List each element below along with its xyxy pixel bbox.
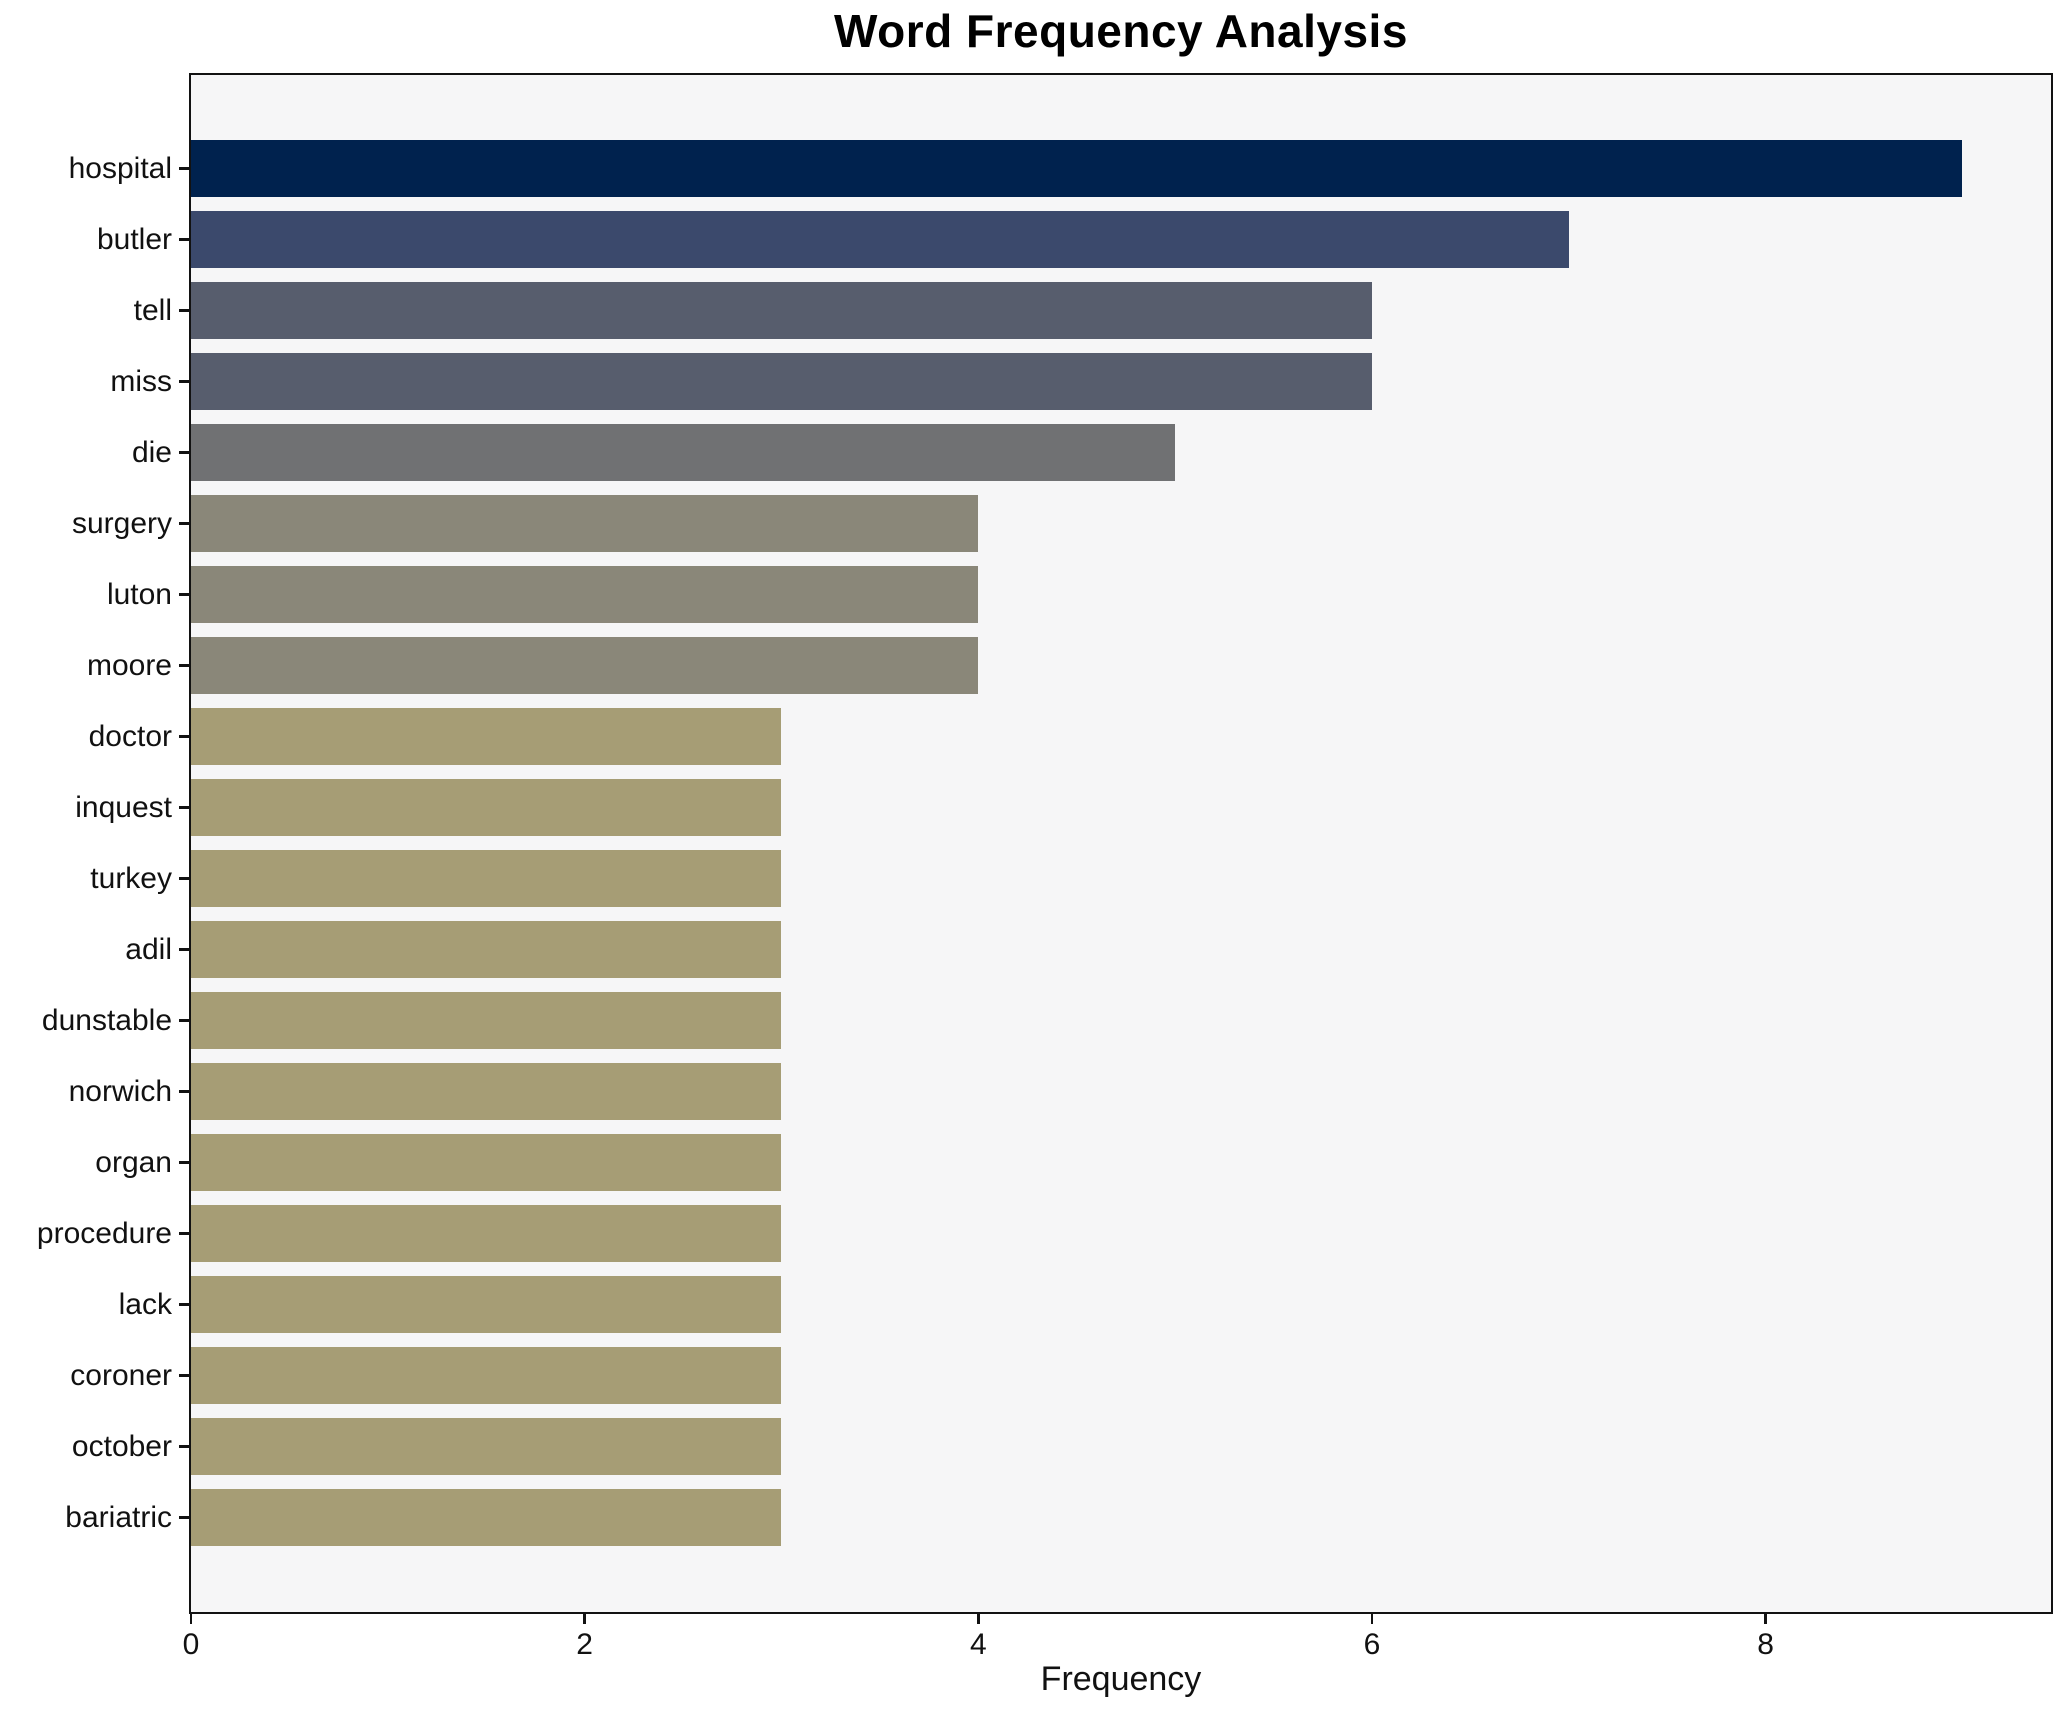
y-tick-mark bbox=[179, 167, 191, 170]
bar-butler bbox=[191, 211, 1569, 268]
y-tick-label-butler: butler bbox=[96, 222, 172, 256]
y-tick-label-dunstable: dunstable bbox=[41, 1003, 172, 1037]
y-tick-label-tell: tell bbox=[133, 293, 172, 327]
y-tick-label-bariatric: bariatric bbox=[65, 1500, 172, 1534]
y-tick-mark bbox=[179, 451, 191, 454]
y-tick-label-adil: adil bbox=[125, 932, 172, 966]
bar-hospital bbox=[191, 140, 1963, 197]
bar-organ bbox=[191, 1134, 782, 1191]
chart-title: Word Frequency Analysis bbox=[834, 5, 1408, 57]
bar-norwich bbox=[191, 1063, 782, 1120]
y-tick-mark bbox=[179, 1232, 191, 1235]
y-tick-label-miss: miss bbox=[110, 364, 172, 398]
bar-october bbox=[191, 1418, 782, 1475]
bar-coroner bbox=[191, 1347, 782, 1404]
y-tick-label-surgery: surgery bbox=[71, 506, 172, 540]
y-tick-mark bbox=[179, 948, 191, 951]
y-tick-label-lack: lack bbox=[118, 1287, 172, 1321]
bar-bariatric bbox=[191, 1489, 782, 1546]
y-tick-label-inquest: inquest bbox=[75, 790, 172, 824]
y-tick-mark bbox=[179, 380, 191, 383]
y-tick-label-organ: organ bbox=[95, 1145, 172, 1179]
x-tick-mark bbox=[977, 1612, 980, 1624]
y-tick-label-luton: luton bbox=[106, 577, 172, 611]
y-tick-label-coroner: coroner bbox=[70, 1358, 172, 1392]
y-tick-label-procedure: procedure bbox=[36, 1216, 172, 1250]
bar-procedure bbox=[191, 1205, 782, 1262]
y-tick-mark bbox=[179, 1303, 191, 1306]
bar-inquest bbox=[191, 779, 782, 836]
bar-turkey bbox=[191, 850, 782, 907]
x-tick-label-0: 0 bbox=[182, 1628, 200, 1661]
y-tick-label-moore: moore bbox=[86, 648, 172, 682]
bar-adil bbox=[191, 921, 782, 978]
y-tick-label-hospital: hospital bbox=[68, 151, 172, 185]
y-tick-label-turkey: turkey bbox=[90, 861, 172, 895]
x-tick-label-8: 8 bbox=[1757, 1628, 1774, 1661]
x-tick-label-2: 2 bbox=[576, 1628, 593, 1661]
x-axis-label: Frequency bbox=[1040, 1660, 1202, 1698]
bar-die bbox=[191, 424, 1176, 481]
y-tick-label-doctor: doctor bbox=[88, 719, 172, 753]
y-tick-mark bbox=[179, 735, 191, 738]
y-tick-mark bbox=[179, 1019, 191, 1022]
bar-dunstable bbox=[191, 992, 782, 1049]
x-tick-mark bbox=[1764, 1612, 1767, 1624]
y-tick-mark bbox=[179, 309, 191, 312]
bar-doctor bbox=[191, 708, 782, 765]
plot-area: hospital butler tell miss die surgery luton moo… bbox=[37, 73, 2053, 1661]
bar-tell bbox=[191, 282, 1372, 339]
x-tick-label-6: 6 bbox=[1363, 1628, 1381, 1661]
x-tick-label-4: 4 bbox=[969, 1628, 987, 1661]
bar-moore bbox=[191, 637, 979, 694]
y-tick-mark bbox=[179, 806, 191, 809]
bar-lack bbox=[191, 1276, 782, 1333]
bar-luton bbox=[191, 566, 979, 623]
bar-miss bbox=[191, 353, 1372, 410]
y-tick-mark bbox=[179, 877, 191, 880]
y-tick-mark bbox=[179, 1090, 191, 1093]
y-tick-mark bbox=[179, 238, 191, 241]
y-tick-label-norwich: norwich bbox=[68, 1074, 172, 1108]
x-tick-mark bbox=[1370, 1612, 1374, 1624]
y-tick-mark bbox=[179, 1374, 191, 1377]
y-tick-label-october: october bbox=[71, 1429, 172, 1463]
x-tick-mark bbox=[583, 1612, 586, 1624]
y-tick-mark bbox=[179, 664, 191, 667]
y-tick-mark bbox=[179, 1445, 191, 1448]
x-tick-mark bbox=[189, 1612, 193, 1624]
y-tick-mark bbox=[179, 1516, 191, 1519]
y-tick-mark bbox=[179, 522, 191, 525]
bar-surgery bbox=[191, 495, 979, 552]
y-tick-mark bbox=[179, 593, 191, 596]
y-tick-label-die: die bbox=[131, 435, 172, 469]
y-tick-mark bbox=[179, 1161, 191, 1164]
